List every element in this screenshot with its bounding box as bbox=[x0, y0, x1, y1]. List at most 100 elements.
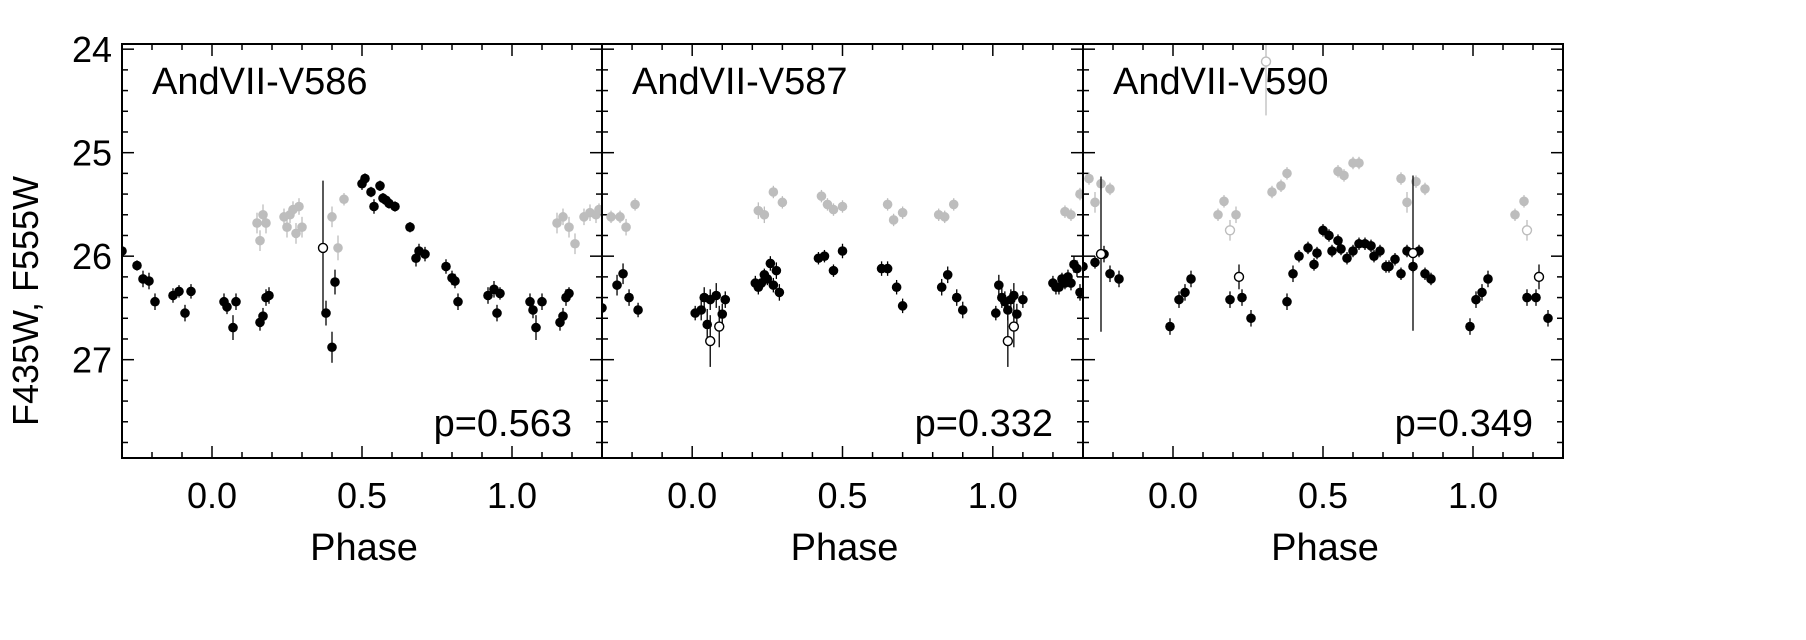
data-point bbox=[888, 215, 899, 225]
data-points bbox=[122, 173, 602, 363]
data-point bbox=[453, 296, 463, 307]
data-point bbox=[1309, 259, 1319, 270]
x-tick-label: 0.0 bbox=[1148, 475, 1198, 516]
y-tick-label: 25 bbox=[72, 133, 112, 174]
data-point bbox=[1213, 209, 1223, 220]
data-point bbox=[948, 199, 959, 210]
y-tick-label: 26 bbox=[72, 236, 112, 277]
data-point bbox=[1072, 263, 1082, 274]
ticks bbox=[602, 44, 1083, 458]
data-point bbox=[1327, 246, 1337, 256]
data-point bbox=[222, 302, 232, 312]
series-uncertain-F435W bbox=[1224, 44, 1533, 241]
data-point bbox=[828, 265, 839, 276]
data-point bbox=[1543, 313, 1553, 324]
data-point bbox=[602, 303, 607, 313]
data-point bbox=[1519, 196, 1529, 207]
data-point bbox=[552, 218, 562, 228]
data-point bbox=[369, 201, 379, 212]
data-point bbox=[618, 268, 628, 279]
data-point bbox=[1075, 287, 1083, 298]
data-point bbox=[252, 218, 262, 228]
data-point bbox=[1375, 246, 1385, 256]
data-point bbox=[936, 282, 947, 293]
data-point bbox=[420, 249, 430, 259]
data-point bbox=[1174, 294, 1184, 305]
x-tick-label: 1.0 bbox=[487, 475, 537, 516]
data-point bbox=[483, 290, 493, 301]
data-point bbox=[450, 276, 460, 286]
data-point bbox=[1288, 268, 1298, 279]
data-point bbox=[1384, 261, 1394, 272]
period-label: p=0.332 bbox=[915, 403, 1053, 445]
data-point bbox=[261, 218, 271, 228]
series-F555W bbox=[1083, 224, 1553, 335]
data-point bbox=[633, 305, 643, 315]
data-point bbox=[882, 199, 893, 210]
data-point bbox=[612, 280, 622, 290]
data-point-open bbox=[1095, 248, 1107, 260]
data-point bbox=[1420, 184, 1430, 194]
data-point bbox=[122, 246, 127, 256]
data-point-open bbox=[1002, 335, 1014, 347]
data-point bbox=[1510, 209, 1520, 220]
data-point bbox=[1426, 274, 1436, 284]
data-point bbox=[1180, 287, 1190, 298]
data-point bbox=[1402, 197, 1412, 208]
data-point bbox=[150, 296, 160, 307]
data-point bbox=[564, 288, 574, 299]
data-point bbox=[1083, 261, 1088, 272]
plot-frame bbox=[1082, 43, 1564, 459]
data-point bbox=[282, 222, 292, 232]
data-point-open bbox=[714, 321, 725, 332]
data-point bbox=[180, 308, 190, 318]
data-point bbox=[711, 290, 722, 301]
data-point-open bbox=[1224, 225, 1236, 236]
data-point bbox=[720, 294, 731, 305]
data-point bbox=[1348, 246, 1358, 256]
data-point bbox=[1471, 294, 1481, 305]
series-uncertain bbox=[1095, 175, 1545, 332]
panel-3: 0.0 0.5 1.0 Phase AndVII-V590 p=0.349 bbox=[1082, 43, 1564, 569]
data-point bbox=[366, 187, 376, 197]
data-point bbox=[768, 187, 779, 197]
data-point bbox=[777, 197, 788, 208]
panel-title: AndVII-V587 bbox=[632, 61, 847, 103]
y-tick-label: 27 bbox=[72, 340, 112, 381]
data-point bbox=[1366, 241, 1376, 251]
data-point bbox=[1105, 268, 1115, 279]
data-point bbox=[570, 238, 580, 249]
ticks bbox=[1083, 44, 1563, 458]
data-point bbox=[1276, 180, 1286, 191]
data-point bbox=[492, 308, 502, 318]
series-uncertain bbox=[317, 180, 329, 316]
data-point bbox=[1354, 158, 1364, 168]
data-point bbox=[1018, 294, 1028, 305]
data-point bbox=[531, 322, 541, 333]
data-point bbox=[375, 180, 385, 191]
x-tick-label: 0.0 bbox=[667, 475, 717, 516]
panel-1: 24 25 26 27 0.0 0.5 1.0 Phase AndVII-V586 p=0.563 bbox=[72, 29, 603, 569]
data-point-open bbox=[1407, 247, 1419, 259]
data-point bbox=[1324, 230, 1334, 241]
period-label: p=0.349 bbox=[1395, 403, 1533, 445]
data-point bbox=[759, 209, 770, 220]
data-point bbox=[231, 296, 241, 307]
series-F435W bbox=[606, 185, 1083, 236]
data-point bbox=[621, 222, 631, 232]
y-axis-label: F435W, F555W bbox=[5, 176, 46, 426]
data-point bbox=[819, 251, 830, 261]
x-tick-label: 0.5 bbox=[337, 475, 387, 516]
data-point bbox=[1009, 290, 1019, 301]
data-point bbox=[939, 212, 950, 222]
x-tick-label: 0.5 bbox=[817, 475, 867, 516]
data-point bbox=[891, 282, 902, 293]
data-point bbox=[1342, 253, 1352, 264]
data-point bbox=[1186, 274, 1196, 284]
data-point bbox=[882, 263, 893, 274]
data-point bbox=[1465, 321, 1475, 332]
data-point-open bbox=[705, 335, 716, 347]
data-point bbox=[762, 274, 773, 284]
data-point bbox=[1084, 173, 1094, 184]
data-point bbox=[1231, 209, 1241, 220]
